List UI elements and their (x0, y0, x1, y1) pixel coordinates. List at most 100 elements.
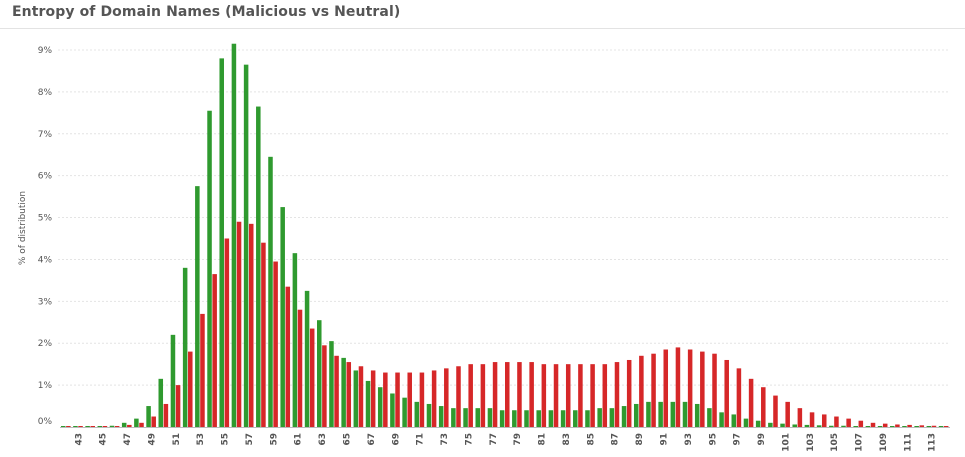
x-tick-label: 95 (708, 433, 718, 446)
bar-red (663, 349, 669, 427)
y-tick-label: 7% (38, 130, 53, 140)
bar-red (261, 242, 266, 427)
bar-red (626, 359, 632, 427)
bar-green (877, 426, 883, 427)
bar-red (456, 366, 461, 427)
bar-red (761, 387, 766, 427)
bar-green (60, 426, 66, 427)
bar-red (517, 362, 522, 427)
bar-red (370, 370, 376, 427)
bar-red (821, 414, 827, 427)
chart-title: Entropy of Domain Names (Malicious vs Ne… (12, 4, 401, 20)
bar-green (890, 426, 895, 427)
bar-green (536, 410, 541, 427)
x-tick-label: 81 (538, 433, 548, 446)
x-tick-label: 63 (318, 433, 328, 446)
bar-green (609, 408, 615, 427)
bar-green (268, 156, 273, 428)
bar-red (858, 420, 864, 427)
bar-red (200, 313, 205, 427)
x-tick-label: 67 (367, 433, 377, 446)
bar-red (224, 238, 230, 427)
bar-red (602, 364, 608, 427)
x-tick-label: 99 (757, 433, 767, 446)
bar-green (426, 403, 432, 427)
bar-green (780, 423, 785, 427)
bar-green (573, 410, 578, 427)
bar-green (73, 426, 78, 427)
bar-red (943, 426, 949, 427)
bar-red (895, 424, 900, 427)
bar-red (700, 351, 705, 427)
bar-red (383, 372, 388, 427)
bar-red (248, 223, 254, 427)
bar-green (243, 64, 249, 428)
bar-green (353, 370, 359, 427)
bar-red (480, 364, 486, 427)
bar-green (487, 408, 493, 427)
bar-green (768, 422, 773, 427)
bar-green (402, 397, 407, 427)
x-tick-label: 47 (123, 433, 133, 446)
bar-green (621, 406, 627, 427)
bar-green (670, 401, 676, 427)
x-tick-label: 43 (74, 433, 84, 446)
bar-green (109, 425, 115, 427)
bar-green (207, 110, 212, 427)
bar-red (468, 364, 473, 427)
bar-green (292, 253, 298, 427)
bar-red (431, 370, 437, 427)
bar-green (256, 106, 261, 428)
bar-green (914, 426, 919, 427)
x-tick-label: 61 (294, 433, 304, 446)
bar-green (438, 406, 444, 427)
bar-red (773, 395, 778, 427)
bar-green (390, 393, 395, 427)
bar-red (675, 347, 681, 427)
bar-red (651, 353, 656, 427)
bar-red (834, 416, 839, 427)
x-tick-label: 71 (416, 433, 426, 446)
y-tick-label: 2% (38, 339, 53, 349)
bar-green (548, 410, 554, 427)
bar-green (841, 425, 846, 427)
y-gridlines (58, 49, 950, 386)
bar-green (85, 426, 90, 427)
x-tick-label: 45 (99, 433, 109, 446)
bar-red (358, 366, 364, 427)
x-tick-label: 101 (781, 433, 791, 452)
bar-red (188, 351, 193, 427)
x-tick-label: 73 (440, 433, 450, 446)
bar-green (280, 207, 285, 427)
y-tick-label: 4% (38, 255, 53, 265)
x-tick-label: 65 (343, 433, 353, 446)
bar-red (285, 286, 291, 427)
bar-red (346, 362, 352, 427)
bar-green (524, 410, 529, 427)
bar-green (414, 401, 420, 427)
x-tick-label: 77 (489, 433, 499, 446)
bar-green (475, 408, 481, 427)
bar-red (541, 364, 547, 427)
bar-green (597, 408, 602, 427)
bar-green (646, 401, 651, 427)
bar-red (175, 385, 181, 427)
bar-green (365, 380, 371, 427)
x-tick-label: 89 (635, 433, 645, 446)
bar-red (90, 426, 95, 427)
x-tick-label: 59 (269, 433, 279, 446)
y-tick-labels: 0% 1% 2% 3% 4% 5% 6% 7% 8% 9% (38, 46, 53, 427)
bar-green (792, 424, 798, 427)
bar-red (444, 368, 449, 427)
bar-green (317, 320, 322, 427)
bar-red (114, 426, 120, 427)
bar-red (590, 364, 595, 427)
bar-green (377, 387, 383, 427)
bar-green (755, 420, 761, 427)
bar-red (66, 426, 71, 427)
y-tick-label: 6% (38, 172, 53, 182)
bar-green (451, 408, 456, 427)
bar-green (304, 290, 310, 427)
bar-green (682, 401, 688, 427)
